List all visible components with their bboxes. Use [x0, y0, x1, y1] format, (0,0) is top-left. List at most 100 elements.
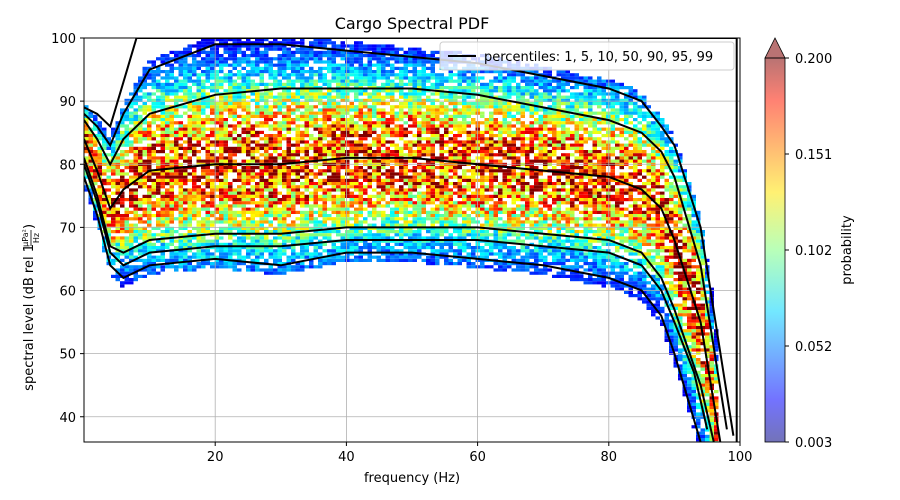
heatmap-cell	[363, 54, 368, 58]
heatmap-cell	[376, 146, 381, 150]
heatmap-cell	[466, 220, 471, 224]
heatmap-cell	[354, 185, 359, 189]
heatmap-cell	[430, 86, 435, 90]
heatmap-cell	[196, 127, 201, 131]
heatmap-cell	[444, 79, 449, 83]
heatmap-cell	[408, 159, 413, 163]
heatmap-cell	[322, 236, 327, 240]
heatmap-cell	[331, 127, 336, 131]
heatmap-cell	[448, 182, 453, 186]
heatmap-cell	[205, 226, 210, 230]
heatmap-cell	[318, 60, 323, 64]
heatmap-cell	[205, 207, 210, 211]
heatmap-cell	[318, 95, 323, 99]
heatmap-cell	[192, 105, 197, 109]
heatmap-cell	[214, 175, 219, 179]
heatmap-cell	[259, 76, 264, 80]
heatmap-cell	[421, 242, 426, 246]
heatmap-cell	[237, 226, 242, 230]
heatmap-cell	[147, 242, 152, 246]
heatmap-cell	[178, 89, 183, 93]
heatmap-cell	[358, 175, 363, 179]
heatmap-cell	[466, 223, 471, 227]
heatmap-cell	[124, 172, 129, 176]
heatmap-cell	[399, 166, 404, 170]
heatmap-cell	[223, 63, 228, 67]
heatmap-cell	[93, 153, 98, 157]
heatmap-cell	[160, 223, 165, 227]
heatmap-cell	[304, 127, 309, 131]
heatmap-cell	[354, 111, 359, 115]
heatmap-cell	[358, 246, 363, 250]
heatmap-cell	[268, 182, 273, 186]
heatmap-cell	[286, 191, 291, 195]
heatmap-cell	[115, 134, 120, 138]
heatmap-cell	[277, 92, 282, 96]
heatmap-cell	[187, 204, 192, 208]
heatmap-cell	[142, 70, 147, 74]
heatmap-cell	[493, 233, 498, 237]
heatmap-cell	[210, 108, 215, 112]
heatmap-cell	[331, 44, 336, 48]
heatmap-cell	[255, 70, 260, 74]
heatmap-cell	[448, 108, 453, 112]
heatmap-cell	[165, 217, 170, 221]
heatmap-cell	[106, 178, 111, 182]
heatmap-cell	[174, 178, 179, 182]
heatmap-cell	[255, 86, 260, 90]
heatmap-cell	[354, 178, 359, 182]
heatmap-cell	[313, 230, 318, 234]
heatmap-cell	[358, 41, 363, 45]
heatmap-cell	[268, 159, 273, 163]
heatmap-cell	[471, 217, 476, 221]
heatmap-cell	[106, 230, 111, 234]
heatmap-cell	[331, 175, 336, 179]
heatmap-cell	[120, 268, 125, 272]
heatmap-cell	[466, 124, 471, 128]
heatmap-cell	[394, 118, 399, 122]
heatmap-cell	[390, 111, 395, 115]
heatmap-cell	[273, 207, 278, 211]
heatmap-cell	[340, 198, 345, 202]
heatmap-cell	[408, 255, 413, 259]
heatmap-cell	[196, 47, 201, 51]
heatmap-cell	[102, 146, 107, 150]
heatmap-cell	[322, 130, 327, 134]
heatmap-cell	[309, 214, 314, 218]
heatmap-cell	[358, 172, 363, 176]
heatmap-cell	[439, 198, 444, 202]
heatmap-cell	[214, 60, 219, 64]
heatmap-cell	[372, 127, 377, 131]
heatmap-cell	[174, 207, 179, 211]
heatmap-cell	[268, 111, 273, 115]
heatmap-cell	[196, 60, 201, 64]
heatmap-cell	[327, 38, 332, 42]
heatmap-cell	[246, 44, 251, 48]
heatmap-cell	[349, 102, 354, 106]
heatmap-cell	[264, 134, 269, 138]
heatmap-cell	[169, 86, 174, 90]
heatmap-cell	[264, 198, 269, 202]
heatmap-cell	[390, 108, 395, 112]
heatmap-cell	[435, 262, 440, 266]
heatmap-cell	[183, 191, 188, 195]
heatmap-cell	[358, 76, 363, 80]
heatmap-cell	[381, 214, 386, 218]
heatmap-cell	[381, 185, 386, 189]
heatmap-cell	[309, 92, 314, 96]
heatmap-cell	[340, 146, 345, 150]
heatmap-cell	[367, 153, 372, 157]
heatmap-cell	[300, 220, 305, 224]
heatmap-cell	[183, 146, 188, 150]
heatmap-cell	[457, 262, 462, 266]
heatmap-cell	[93, 150, 98, 154]
heatmap-cell	[448, 114, 453, 118]
heatmap-cell	[408, 239, 413, 243]
heatmap-cell	[480, 194, 485, 198]
heatmap-cell	[421, 102, 426, 106]
heatmap-cell	[345, 233, 350, 237]
heatmap-cell	[340, 108, 345, 112]
heatmap-cell	[273, 166, 278, 170]
heatmap-cell	[201, 226, 206, 230]
heatmap-cell	[336, 50, 341, 54]
